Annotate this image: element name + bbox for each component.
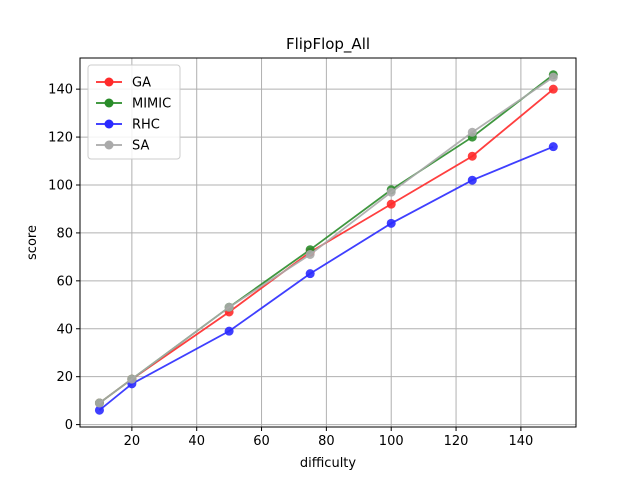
data-point-rhc	[386, 218, 396, 228]
x-axis-label: difficulty	[300, 456, 357, 471]
series-layer	[94, 70, 558, 415]
x-tick-label: 40	[188, 434, 205, 449]
data-point-sa	[386, 187, 396, 197]
data-point-sa	[94, 398, 104, 408]
legend-item-sa: SA	[96, 139, 149, 154]
data-point-ga	[386, 199, 396, 209]
legend-item-rhc: RHC	[96, 118, 160, 133]
y-tick-label: 60	[56, 274, 73, 289]
data-point-sa	[127, 374, 137, 384]
legend-item-ga: GA	[96, 76, 151, 91]
legend-item-mimic: MIMIC	[96, 97, 171, 112]
y-tick-label: 40	[56, 322, 73, 337]
x-tick-label: 100	[379, 434, 404, 449]
series-rhc	[94, 142, 558, 415]
y-tick-label: 100	[48, 178, 73, 193]
legend-label: SA	[132, 139, 149, 154]
y-tick-label: 0	[65, 418, 73, 433]
legend-swatch-marker	[104, 140, 114, 150]
legend-swatch-marker	[104, 77, 114, 87]
x-tick-label: 140	[508, 434, 533, 449]
data-point-rhc	[224, 326, 234, 336]
x-tick-label: 120	[444, 434, 469, 449]
x-tick-label: 60	[253, 434, 270, 449]
ticks: 20 40 60 80 100 120 140 0 20 40 60 80 100 120 140	[48, 83, 533, 449]
y-axis-label: score	[25, 225, 40, 260]
legend-label: MIMIC	[132, 97, 171, 112]
data-point-sa	[548, 72, 558, 82]
data-point-sa	[224, 302, 234, 312]
legend-box	[87, 64, 181, 160]
plot-frame	[79, 57, 577, 428]
legend-swatch-marker	[104, 119, 114, 129]
legend-label: RHC	[132, 118, 160, 133]
grid	[80, 58, 576, 427]
x-tick-label: 80	[318, 434, 335, 449]
x-tick-label: 20	[124, 434, 141, 449]
y-tick-label: 20	[56, 370, 73, 385]
data-point-rhc	[305, 269, 315, 279]
legend-swatch-marker	[104, 98, 114, 108]
y-tick-label: 140	[48, 83, 73, 98]
data-point-rhc	[94, 405, 104, 415]
y-tick-label: 120	[48, 131, 73, 146]
legend-label: GA	[132, 76, 151, 91]
data-point-rhc	[548, 142, 558, 152]
series-sa	[94, 72, 558, 408]
legend: GA MIMIC RHC SA	[87, 64, 181, 160]
data-point-sa	[305, 249, 315, 259]
data-point-rhc	[467, 175, 477, 185]
data-point-ga	[467, 151, 477, 161]
data-point-ga	[548, 84, 558, 94]
data-point-sa	[467, 127, 477, 137]
chart-title: FlipFlop_All	[286, 35, 370, 54]
y-tick-label: 80	[56, 226, 73, 241]
